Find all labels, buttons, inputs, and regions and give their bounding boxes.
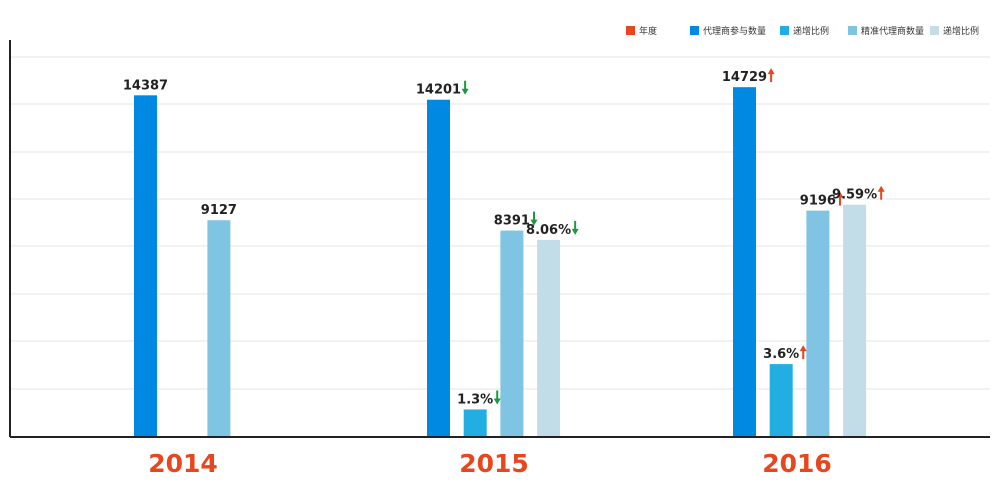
gridlines bbox=[10, 56, 990, 390]
down-arrow-icon bbox=[493, 390, 501, 405]
category-label: 2015 bbox=[459, 449, 529, 478]
category-label: 2016 bbox=[762, 449, 832, 478]
category-label: 2014 bbox=[148, 449, 218, 478]
up-arrow-icon bbox=[767, 68, 775, 83]
category-labels: 2014 2015 2016 bbox=[148, 449, 832, 478]
value-label: 8.06% bbox=[526, 223, 571, 238]
down-arrow-icon bbox=[530, 211, 538, 226]
value-label: 9.59% bbox=[832, 188, 877, 203]
legend-item: 递增比例 bbox=[780, 25, 829, 37]
bars bbox=[134, 87, 867, 437]
value-label: 14729 bbox=[722, 70, 767, 85]
legend-item: 递增比例 bbox=[930, 25, 979, 37]
bar bbox=[769, 364, 793, 437]
legend-label: 递增比例 bbox=[943, 25, 979, 37]
value-label: 1.3% bbox=[457, 392, 493, 407]
legend-item: 精准代理商数量 bbox=[848, 25, 924, 37]
legend-swatch bbox=[690, 26, 699, 35]
up-arrow-icon bbox=[799, 345, 807, 360]
down-arrow-icon bbox=[571, 220, 579, 235]
legend-swatch bbox=[626, 26, 635, 35]
up-arrow-icon bbox=[877, 185, 885, 200]
bar bbox=[207, 220, 231, 437]
legend-item: 代理商参与数量 bbox=[690, 25, 766, 37]
bar bbox=[843, 204, 867, 437]
bar bbox=[500, 230, 524, 437]
legend-item: 年度 bbox=[626, 25, 657, 37]
value-label: 3.6% bbox=[763, 347, 799, 362]
bar bbox=[463, 409, 487, 437]
up-arrow-icon bbox=[836, 191, 844, 206]
value-label: 14387 bbox=[123, 78, 168, 93]
value-label: 9196 bbox=[800, 194, 836, 209]
value-label: 8391 bbox=[494, 214, 530, 229]
legend-label: 年度 bbox=[639, 25, 657, 37]
axes bbox=[9, 40, 990, 438]
legend-swatch bbox=[930, 26, 939, 35]
bar bbox=[537, 239, 561, 437]
value-label: 9127 bbox=[201, 203, 237, 218]
bar bbox=[427, 99, 450, 437]
value-label: 14201 bbox=[416, 83, 461, 98]
legend-swatch bbox=[848, 26, 857, 35]
bar bbox=[134, 95, 157, 437]
legend-label: 递增比例 bbox=[793, 25, 829, 37]
legend-label: 精准代理商数量 bbox=[861, 25, 924, 37]
bar bbox=[733, 87, 756, 437]
legend-label: 代理商参与数量 bbox=[703, 25, 766, 37]
down-arrow-icon bbox=[461, 80, 469, 95]
legend-swatch bbox=[780, 26, 789, 35]
value-labels: 14387 14201 14729 1.3% 3.6% 9127 8391 9196 8.06%… bbox=[123, 68, 885, 407]
legend: 年度 代理商参与数量 递增比例 精准代理商数量 递增比例 bbox=[626, 25, 979, 37]
bar bbox=[806, 210, 830, 437]
